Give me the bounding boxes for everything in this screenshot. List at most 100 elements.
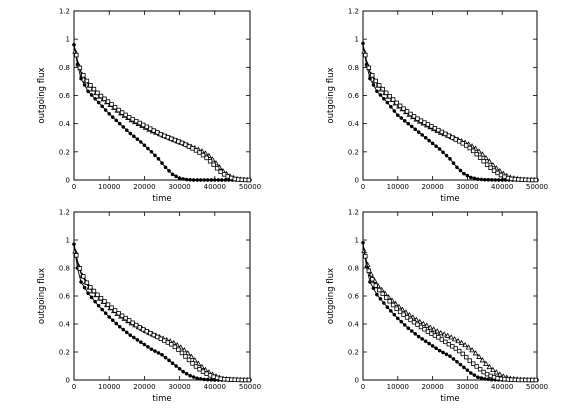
data-point-square xyxy=(133,322,139,328)
data-point-square xyxy=(225,174,230,179)
series-line-circle-filled xyxy=(73,244,250,381)
data-point-circle xyxy=(219,178,224,182)
data-point-circle xyxy=(479,376,484,380)
data-point-circle xyxy=(361,240,365,245)
data-point-square xyxy=(450,344,455,349)
data-point-square xyxy=(481,369,486,375)
data-point-square xyxy=(162,338,167,343)
data-point-square xyxy=(460,141,465,146)
data-point-circle xyxy=(361,41,365,46)
series-square-open xyxy=(73,244,252,383)
x-tick-label: 50000 xyxy=(239,383,261,391)
data-point-square xyxy=(415,116,420,121)
data-point-square xyxy=(169,136,174,141)
data-point-square xyxy=(509,176,514,182)
data-point-circle xyxy=(416,334,421,339)
series-square-open xyxy=(362,244,539,383)
data-point-circle xyxy=(110,318,115,323)
data-point-circle xyxy=(382,96,386,101)
data-point-square xyxy=(123,112,128,118)
data-point-square xyxy=(502,174,507,179)
data-point-triangle xyxy=(490,366,496,372)
data-point-square xyxy=(211,374,216,379)
data-point-square xyxy=(390,97,396,102)
data-point-square xyxy=(397,103,403,109)
data-point-circle xyxy=(500,178,505,182)
data-point-circle xyxy=(475,375,480,380)
data-point-square xyxy=(394,306,399,311)
data-point-square xyxy=(207,373,213,378)
data-point-square xyxy=(239,377,244,383)
data-point-circle xyxy=(409,329,414,333)
data-point-square xyxy=(207,159,213,164)
data-point-square xyxy=(387,299,392,304)
data-point-square xyxy=(193,148,199,153)
data-point-square xyxy=(165,340,171,345)
data-point-circle xyxy=(469,175,473,180)
data-point-square xyxy=(243,377,248,383)
data-point-square xyxy=(408,111,413,117)
data-point-square xyxy=(453,137,458,142)
data-point-square xyxy=(530,377,535,383)
data-point-circle xyxy=(209,178,214,182)
data-point-square xyxy=(491,374,497,380)
data-point-square xyxy=(91,288,97,294)
data-point-square xyxy=(470,148,476,154)
y-tick-label: 0.4 xyxy=(59,321,71,329)
data-point-square xyxy=(102,96,107,101)
data-point-square xyxy=(446,342,452,347)
data-point-square xyxy=(474,364,479,369)
data-point-circle xyxy=(448,157,452,161)
x-tick-label: 50000 xyxy=(526,383,548,391)
series-triangle-open xyxy=(361,245,538,383)
data-point-circle xyxy=(174,174,178,179)
data-point-triangle xyxy=(448,334,455,340)
data-point-square xyxy=(221,376,227,382)
data-point-circle xyxy=(489,178,494,182)
data-point-square xyxy=(144,124,149,129)
data-point-square xyxy=(530,177,535,183)
data-point-circle xyxy=(188,177,193,182)
data-point-square xyxy=(246,377,252,383)
data-point-triangle xyxy=(437,329,444,336)
y-tick-label: 0.8 xyxy=(59,64,70,72)
y-tick-label: 0.8 xyxy=(348,265,359,273)
data-point-square xyxy=(91,86,97,92)
data-point-circle xyxy=(93,299,97,304)
series-line-square-open xyxy=(73,44,251,181)
data-point-square xyxy=(116,107,121,113)
data-point-circle xyxy=(399,116,404,120)
data-point-square xyxy=(498,172,504,178)
data-point-circle xyxy=(100,307,105,312)
data-point-square xyxy=(137,325,142,330)
y-tick-label: 0 xyxy=(66,377,70,385)
data-point-square xyxy=(467,358,472,363)
data-point-square xyxy=(221,172,227,177)
data-point-circle xyxy=(444,153,449,158)
data-point-circle xyxy=(167,358,171,363)
data-point-circle xyxy=(110,115,115,119)
data-point-triangle xyxy=(483,360,489,366)
data-point-square xyxy=(519,177,525,182)
data-point-square xyxy=(151,332,156,338)
data-point-square xyxy=(443,131,448,137)
data-point-triangle xyxy=(496,371,503,377)
chart-panel-4: 0 0.2 0.4 0.6 0.8 1 1.2 0 10000 20000 30000 40000 50… xyxy=(326,209,548,405)
data-point-circle xyxy=(472,176,477,181)
data-point-circle xyxy=(209,377,214,382)
data-point-circle xyxy=(107,111,112,116)
data-point-square xyxy=(443,339,448,345)
data-point-square xyxy=(502,376,507,382)
data-point-circle xyxy=(202,178,207,182)
series-line-triangle-open xyxy=(362,245,537,381)
data-point-square xyxy=(380,291,385,297)
data-point-circle xyxy=(191,178,196,182)
data-point-square xyxy=(119,110,125,115)
data-point-square xyxy=(183,142,188,147)
data-point-square xyxy=(436,127,441,133)
data-point-square xyxy=(377,287,382,293)
data-point-circle xyxy=(451,161,456,165)
data-point-circle xyxy=(177,366,182,371)
data-point-circle xyxy=(482,377,487,381)
data-point-circle xyxy=(493,178,498,182)
